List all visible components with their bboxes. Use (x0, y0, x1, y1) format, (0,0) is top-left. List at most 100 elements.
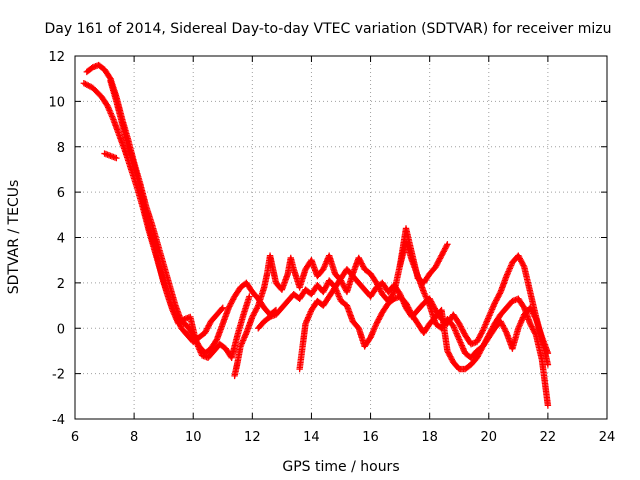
data-point (447, 354, 455, 362)
data-point (202, 328, 209, 335)
data-point (229, 296, 237, 303)
data-point (492, 298, 499, 306)
data-point (498, 319, 505, 327)
data-point (458, 324, 465, 332)
data-point (501, 326, 509, 334)
data-point (106, 74, 113, 81)
data-point (203, 326, 210, 334)
data-point (527, 321, 535, 329)
data-point (377, 288, 385, 295)
data-point (435, 258, 442, 265)
data-point (528, 307, 535, 314)
data-point (447, 353, 454, 360)
data-point (515, 253, 523, 261)
data-point (434, 259, 441, 266)
data-point (226, 301, 234, 309)
data-point (473, 338, 481, 346)
x-tick-label: 22 (540, 430, 557, 445)
data-point (405, 304, 412, 311)
data-point (374, 319, 381, 326)
data-point (251, 309, 258, 316)
data-point (498, 321, 506, 328)
data-point (406, 307, 413, 314)
data-point (544, 402, 552, 409)
data-point (442, 243, 450, 251)
data-point (321, 285, 328, 293)
data-point (500, 323, 507, 331)
data-point (532, 330, 539, 337)
x-axis-label: GPS time / hours (282, 459, 399, 475)
series-track-c (107, 77, 226, 346)
data-point (204, 325, 211, 332)
data-point (441, 246, 448, 254)
y-axis-label: SDTVAR / TECUs (6, 180, 22, 295)
data-point (227, 300, 235, 307)
x-tick-label: 6 (71, 430, 79, 445)
data-point (359, 261, 366, 269)
data-point (249, 312, 257, 319)
data-point (252, 306, 260, 314)
data-point (405, 305, 413, 313)
series-track-h (396, 238, 552, 361)
data-point (433, 262, 440, 269)
data-point (228, 298, 235, 306)
data-point (456, 321, 464, 329)
data-point (201, 329, 209, 336)
data-point (205, 322, 212, 329)
data-point (529, 308, 536, 316)
data-point (531, 329, 538, 336)
data-point (444, 347, 451, 355)
data-point (403, 301, 410, 308)
data-point (229, 297, 236, 304)
data-point (519, 260, 526, 268)
data-point (492, 297, 500, 304)
data-point (444, 349, 452, 356)
data-point (530, 327, 538, 335)
data-point (458, 326, 466, 333)
data-point (441, 245, 449, 252)
data-point (544, 350, 552, 357)
data-point (502, 328, 509, 335)
y-tick-label: 10 (48, 95, 65, 110)
data-point (376, 313, 384, 320)
data-point (518, 259, 526, 266)
data-point (438, 252, 445, 259)
data-point (204, 323, 212, 331)
data-point (373, 320, 380, 327)
data-point (359, 263, 367, 270)
data-point (499, 322, 507, 329)
data-point (376, 314, 383, 322)
data-point (320, 288, 327, 296)
data-point (436, 255, 444, 262)
data-point (446, 351, 453, 359)
data-point (529, 326, 537, 333)
data-point (358, 260, 365, 267)
y-tick-label: 8 (57, 141, 65, 156)
x-tick-label: 18 (421, 430, 438, 445)
y-tick-label: 0 (57, 322, 65, 337)
x-tick-label: 14 (303, 430, 320, 445)
data-point (459, 327, 467, 335)
data-point (407, 308, 414, 316)
data-point (495, 293, 502, 300)
data-point (433, 260, 441, 268)
x-tick-label: 10 (185, 430, 202, 445)
data-point (437, 253, 444, 261)
data-point (518, 258, 525, 265)
y-tick-label: 12 (48, 50, 65, 65)
data-point (494, 294, 501, 301)
data-point (515, 252, 522, 259)
data-series (80, 61, 552, 409)
data-point (529, 324, 536, 332)
data-point (520, 262, 527, 269)
data-point (497, 318, 504, 325)
data-point (460, 329, 467, 336)
plot-frame (74, 55, 608, 420)
data-point (226, 303, 233, 310)
data-point (478, 328, 486, 336)
data-point (445, 350, 453, 357)
data-point (517, 256, 524, 264)
data-point (456, 320, 463, 327)
